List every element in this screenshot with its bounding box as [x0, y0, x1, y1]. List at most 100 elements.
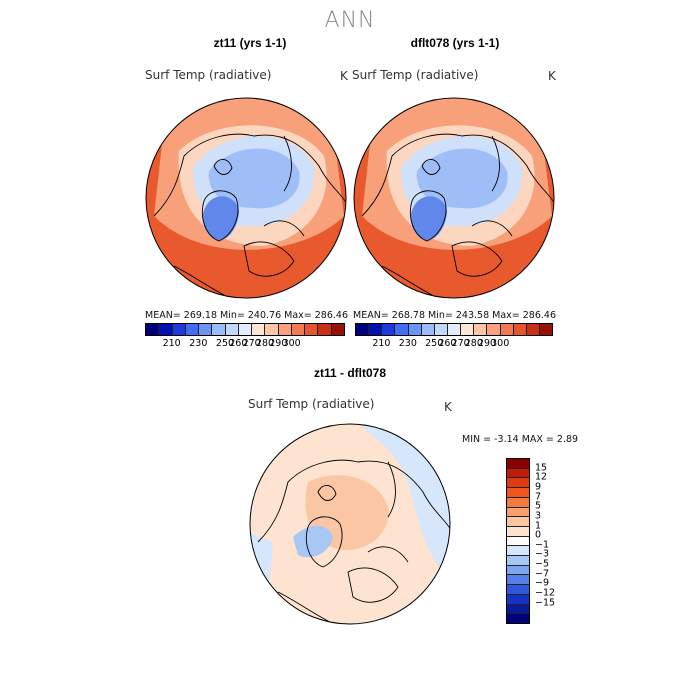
diff-panel-unit: K	[444, 400, 452, 414]
colorbar-swatch	[238, 324, 253, 335]
colorbar-swatch	[291, 324, 306, 335]
colorbar-swatch	[408, 324, 422, 335]
map-boundary	[145, 97, 347, 299]
diff-panel-map	[248, 422, 452, 626]
colorbar-tick-label: 290	[269, 338, 288, 349]
panel-2-colorbar: 210 230 250 260 270 280 290 300	[355, 323, 553, 350]
colorbar-swatch	[382, 324, 396, 335]
colorbar-tick-label: 280	[464, 338, 483, 349]
colorbar-swatch	[507, 536, 529, 547]
panel-1-colorbar: 210 230 250 260 270 280 290 300	[145, 323, 345, 350]
panel-1-colorbar-labels: 210 230 250 260 270 280 290 300	[145, 338, 345, 350]
colorbar-tick-label: 210	[162, 338, 181, 349]
colorbar-swatch	[318, 324, 332, 335]
panel-2-unit: K	[548, 69, 556, 83]
colorbar-swatch	[507, 565, 529, 576]
diff-panel-title: zt11 - dflt078	[313, 366, 387, 380]
colorbar-tick-label: 12	[535, 471, 548, 483]
colorbar-swatch	[539, 324, 553, 335]
map-field	[146, 98, 346, 298]
colorbar-tick-label: −15	[535, 597, 556, 609]
colorbar-swatch	[507, 556, 529, 566]
colorbar-swatch	[507, 575, 529, 586]
colorbar-swatch	[331, 324, 344, 335]
colorbar-swatch	[421, 324, 435, 335]
colorbar-tick-label: 250	[215, 338, 235, 349]
colorbar-swatch	[507, 614, 529, 623]
panel-1-unit: K	[340, 69, 348, 83]
diff-colorbar-swatches	[506, 458, 530, 624]
panel-1-map	[144, 96, 348, 300]
colorbar-swatch	[474, 324, 488, 335]
colorbar-swatch	[507, 594, 529, 605]
panel-2-stats: MEAN= 268.78 Min= 243.58 Max= 286.46	[353, 310, 557, 321]
colorbar-swatch	[159, 324, 173, 335]
colorbar-swatch	[507, 478, 529, 489]
colorbar-swatch	[507, 585, 529, 595]
colorbar-tick-label: 260	[438, 338, 457, 349]
colorbar-swatch	[146, 324, 160, 335]
colorbar-tick-label: 290	[477, 338, 497, 349]
colorbar-tick-label: −12	[535, 587, 556, 599]
panel-2-title: dflt078 (yrs 1-1)	[410, 36, 500, 50]
colorbar-tick-label: −5	[535, 558, 550, 570]
colorbar-swatch	[447, 324, 462, 335]
colorbar-swatch	[199, 324, 213, 335]
colorbar-tick-label: −1	[535, 539, 550, 551]
colorbar-swatch	[278, 324, 292, 335]
colorbar-tick-label: 270	[242, 338, 261, 349]
diff-panel-colorbar: 15 12 9 7 5 3 1 0 −1 −3 −5 −7 −9 −12 −15	[506, 458, 575, 624]
colorbar-swatch	[265, 324, 279, 335]
colorbar-tick-label: 5	[535, 500, 542, 512]
panel-1-title: zt11 (yrs 1-1)	[213, 36, 287, 50]
diff-panel-stats: MIN = -3.14 MAX = 2.89	[462, 434, 579, 445]
colorbar-tick-label: 250	[425, 338, 444, 349]
colorbar-tick-label: −9	[535, 577, 550, 589]
colorbar-tick-label: 210	[372, 338, 391, 349]
colorbar-swatch	[507, 488, 529, 498]
colorbar-tick-label: −3	[535, 548, 550, 560]
colorbar-tick-label: 270	[451, 338, 470, 349]
colorbar-swatch	[395, 324, 409, 335]
colorbar-swatch	[434, 324, 448, 335]
colorbar-tick-label: 230	[398, 338, 417, 349]
colorbar-swatch	[252, 324, 266, 335]
panel-1-colorbar-swatches	[145, 323, 345, 336]
colorbar-swatch	[507, 604, 529, 615]
panel-1-variable: Surf Temp (radiative)	[145, 68, 272, 82]
colorbar-swatch	[507, 546, 529, 557]
panel-2-map	[352, 96, 556, 300]
colorbar-swatch	[185, 324, 200, 335]
colorbar-tick-label: 230	[189, 338, 208, 349]
panel-2-colorbar-labels: 210 230 250 260 270 280 290 300	[355, 338, 553, 350]
colorbar-swatch	[507, 507, 529, 518]
diff-colorbar-labels: 15 12 9 7 5 3 1 0 −1 −3 −5 −7 −9 −12 −15	[535, 458, 575, 622]
colorbar-tick-label: 280	[255, 338, 275, 349]
diff-panel-variable: Surf Temp (radiative)	[248, 397, 375, 411]
colorbar-tick-label: 300	[282, 338, 301, 349]
colorbar-swatch	[461, 324, 475, 335]
colorbar-swatch	[212, 324, 226, 335]
colorbar-swatch	[507, 468, 529, 479]
colorbar-swatch	[356, 324, 370, 335]
colorbar-tick-label: 300	[491, 338, 510, 349]
colorbar-swatch	[507, 526, 529, 537]
colorbar-tick-label: 1	[535, 520, 542, 532]
map-boundary	[353, 97, 555, 299]
map-boundary	[249, 423, 451, 625]
colorbar-swatch	[513, 324, 527, 335]
colorbar-tick-label: 15	[535, 462, 548, 474]
colorbar-tick-label: 3	[535, 510, 542, 522]
map-field	[354, 98, 554, 298]
colorbar-swatch	[507, 497, 529, 508]
panel-1-stats: MEAN= 269.18 Min= 240.76 Max= 286.46	[145, 310, 349, 321]
panel-2-colorbar-swatches	[355, 323, 553, 336]
colorbar-swatch	[172, 324, 186, 335]
colorbar-swatch	[507, 459, 529, 469]
colorbar-tick-label: 7	[535, 491, 542, 503]
colorbar-tick-label: 260	[229, 338, 248, 349]
colorbar-swatch	[507, 517, 529, 527]
colorbar-tick-label: −7	[535, 568, 550, 580]
colorbar-tick-label: 0	[535, 529, 542, 541]
panel-2-variable: Surf Temp (radiative)	[352, 68, 479, 82]
